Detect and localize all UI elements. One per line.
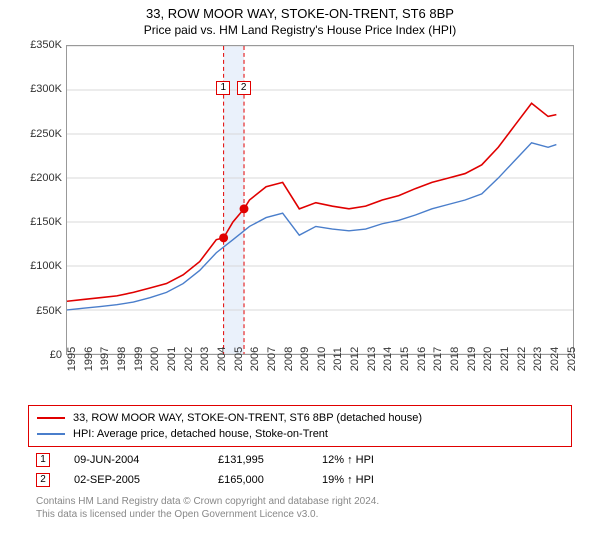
x-tick-label: 1995 xyxy=(66,347,78,371)
x-tick-label: 2012 xyxy=(349,347,361,371)
x-tick-label: 2016 xyxy=(416,347,428,371)
x-tick-label: 2025 xyxy=(566,347,578,371)
sale-date: 09-JUN-2004 xyxy=(74,454,194,466)
x-tick-label: 2007 xyxy=(266,347,278,371)
x-tick-label: 2009 xyxy=(299,347,311,371)
x-tick-label: 1996 xyxy=(83,347,95,371)
sale-marker-badge: 1 xyxy=(216,81,230,95)
footer-line-1: Contains HM Land Registry data © Crown c… xyxy=(36,495,572,508)
legend-swatch xyxy=(37,417,65,419)
x-tick-label: 2017 xyxy=(432,347,444,371)
x-tick-label: 2010 xyxy=(316,347,328,371)
sale-price: £131,995 xyxy=(218,454,298,466)
sale-date: 02-SEP-2005 xyxy=(74,474,194,486)
chart-title: 33, ROW MOOR WAY, STOKE-ON-TRENT, ST6 8B… xyxy=(0,0,600,21)
x-tick-label: 1999 xyxy=(133,347,145,371)
sale-row: 2 02-SEP-2005 £165,000 19% ↑ HPI xyxy=(28,473,572,487)
line-chart-svg xyxy=(67,46,573,354)
legend-label: 33, ROW MOOR WAY, STOKE-ON-TRENT, ST6 8B… xyxy=(73,410,422,426)
x-tick-label: 2000 xyxy=(149,347,161,371)
x-tick-label: 2023 xyxy=(532,347,544,371)
chart-area: £0 £50K £100K £150K £200K £250K £300K £350K 1995… xyxy=(20,41,580,401)
legend-swatch xyxy=(37,433,65,435)
sale-price: £165,000 xyxy=(218,474,298,486)
sale-delta: 19% ↑ HPI xyxy=(322,474,402,486)
legend-box: 33, ROW MOOR WAY, STOKE-ON-TRENT, ST6 8B… xyxy=(28,405,572,447)
legend-row: 33, ROW MOOR WAY, STOKE-ON-TRENT, ST6 8B… xyxy=(37,410,563,426)
sale-marker-badge: 2 xyxy=(36,473,50,487)
x-tick-label: 1997 xyxy=(99,347,111,371)
x-tick-label: 2002 xyxy=(183,347,195,371)
sale-delta: 12% ↑ HPI xyxy=(322,454,402,466)
x-tick-label: 2022 xyxy=(516,347,528,371)
x-tick-label: 2006 xyxy=(249,347,261,371)
x-tick-label: 2013 xyxy=(366,347,378,371)
x-tick-label: 2005 xyxy=(233,347,245,371)
series-property xyxy=(67,103,556,301)
y-tick-label: £100K xyxy=(20,260,62,272)
x-tick-label: 2015 xyxy=(399,347,411,371)
x-tick-label: 2008 xyxy=(283,347,295,371)
y-tick-label: £250K xyxy=(20,128,62,140)
x-tick-label: 2011 xyxy=(332,347,344,371)
series-hpi xyxy=(67,143,556,310)
y-tick-label: £350K xyxy=(20,39,62,51)
x-tick-label: 2018 xyxy=(449,347,461,371)
legend-label: HPI: Average price, detached house, Stok… xyxy=(73,426,328,442)
x-tick-label: 2020 xyxy=(482,347,494,371)
x-tick-label: 2014 xyxy=(382,347,394,371)
footer-attribution: Contains HM Land Registry data © Crown c… xyxy=(28,495,572,521)
legend-row: HPI: Average price, detached house, Stok… xyxy=(37,426,563,442)
plot-area xyxy=(66,45,574,355)
x-tick-label: 2004 xyxy=(216,347,228,371)
y-tick-label: £300K xyxy=(20,83,62,95)
x-tick-label: 1998 xyxy=(116,347,128,371)
sale-dot xyxy=(240,204,249,213)
y-tick-label: £200K xyxy=(20,172,62,184)
footer-line-2: This data is licensed under the Open Gov… xyxy=(36,508,572,521)
y-tick-label: £50K xyxy=(20,305,62,317)
sale-row: 1 09-JUN-2004 £131,995 12% ↑ HPI xyxy=(28,453,572,467)
x-tick-label: 2001 xyxy=(166,347,178,371)
y-tick-label: £0 xyxy=(20,349,62,361)
x-tick-label: 2003 xyxy=(199,347,211,371)
sale-dot xyxy=(219,233,228,242)
x-tick-label: 2024 xyxy=(549,347,561,371)
x-tick-label: 2019 xyxy=(466,347,478,371)
x-tick-label: 2021 xyxy=(499,347,511,371)
y-tick-label: £150K xyxy=(20,216,62,228)
sale-marker-badge: 1 xyxy=(36,453,50,467)
sale-marker-badge: 2 xyxy=(237,81,251,95)
chart-subtitle: Price paid vs. HM Land Registry's House … xyxy=(0,21,600,41)
